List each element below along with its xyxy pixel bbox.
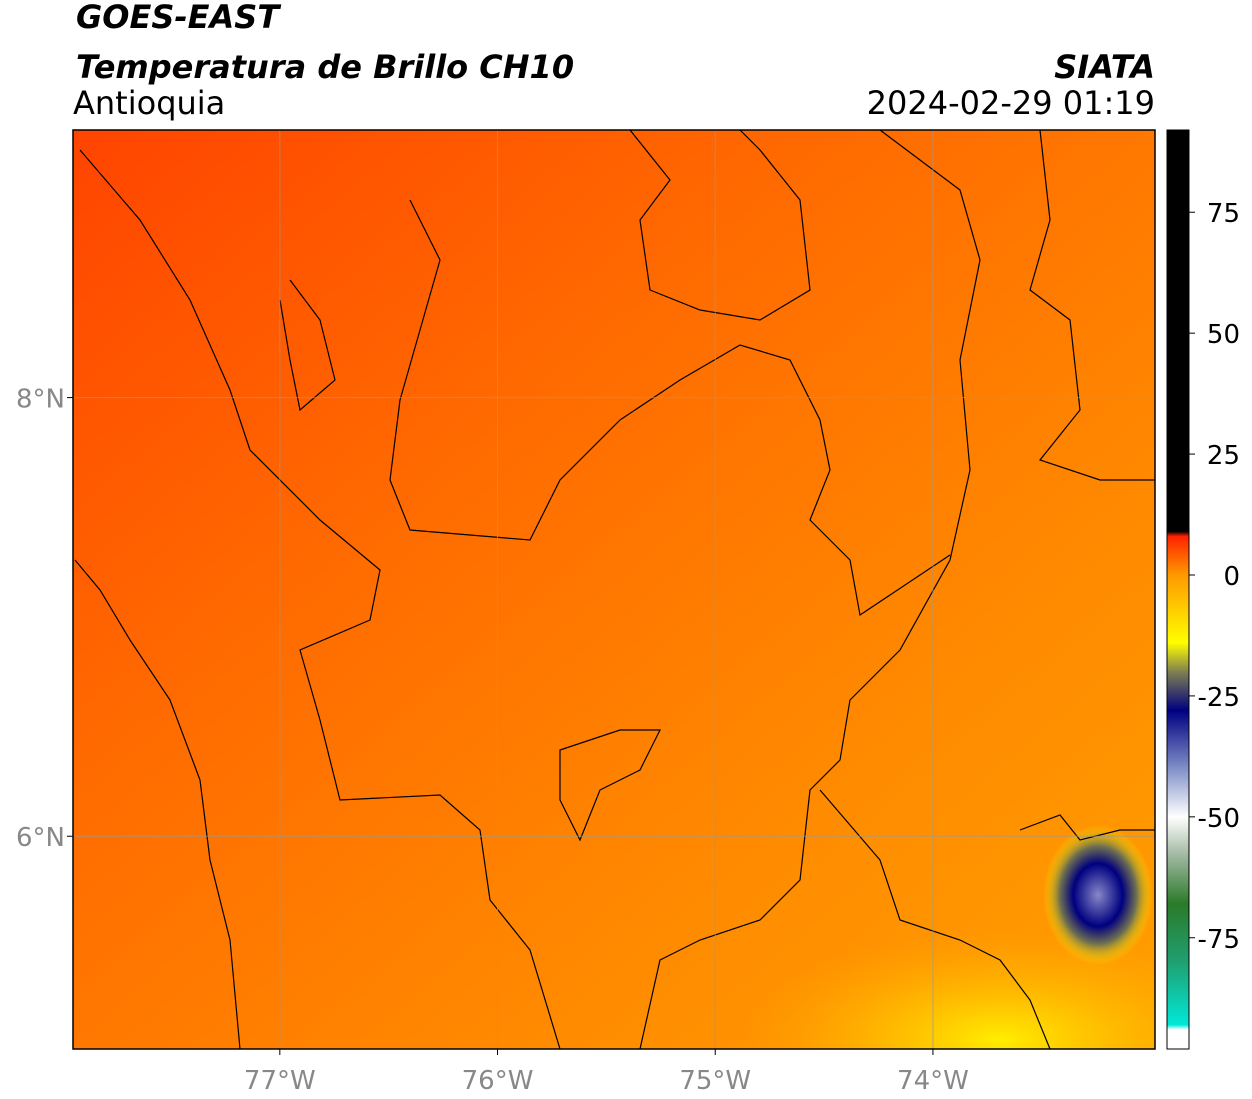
x-tick-label: 77°W (244, 1066, 316, 1096)
colorbar-tick-label: -50 (1198, 804, 1240, 834)
region: Antioquia (73, 84, 225, 122)
map-background (73, 130, 1155, 1049)
x-tick-label: 74°W (897, 1066, 969, 1096)
subtitle: Temperatura de Brillo CH10 (76, 48, 574, 86)
map-frame (72, 129, 1156, 1050)
colorbar-tick-label: -75 (1198, 925, 1240, 955)
colorbar-tick-label: 75 (1207, 199, 1240, 229)
cold-cloud (1043, 825, 1153, 965)
x-tick-label: 75°W (679, 1066, 751, 1096)
timestamp: 2024-02-29 01:19 (867, 84, 1155, 122)
colorbar (1166, 129, 1190, 1050)
map-image (73, 130, 1155, 1049)
colorbar-tick-label: -25 (1198, 683, 1240, 713)
y-tick-label: 6°N (16, 823, 65, 853)
warm-area (740, 930, 1155, 1049)
title: GOES-EAST (76, 0, 281, 36)
colorbar-tick-label: 0 (1223, 562, 1240, 592)
x-tick-label: 76°W (462, 1066, 534, 1096)
colorbar-tick-label: 25 (1207, 441, 1240, 471)
y-tick-label: 8°N (16, 385, 65, 415)
boundaries (74, 130, 1155, 1049)
source: SIATA (1054, 48, 1155, 86)
colorbar-tick-label: 50 (1207, 320, 1240, 350)
